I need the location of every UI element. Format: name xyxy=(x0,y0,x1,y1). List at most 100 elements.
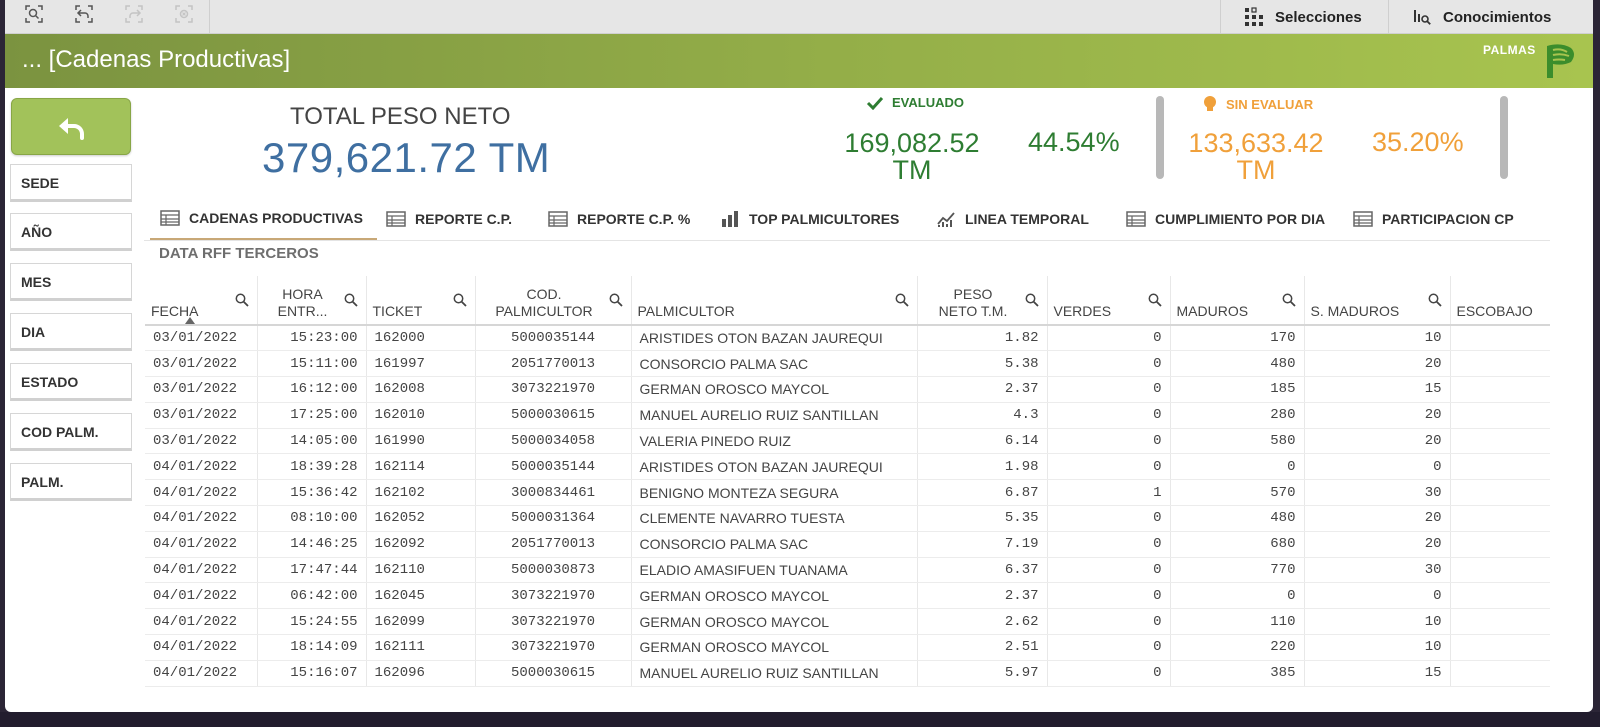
table-cell[interactable]: 03/01/2022 xyxy=(145,376,258,403)
column-header[interactable]: S. MADUROS xyxy=(1304,276,1451,326)
table-cell[interactable]: 480 xyxy=(1170,505,1305,532)
table-cell[interactable]: 5000030873 xyxy=(475,557,632,584)
table-cell[interactable]: 220 xyxy=(1170,634,1305,661)
tab-cadenas-productivas[interactable]: CADENAS PRODUCTIVAS xyxy=(150,197,377,240)
table-cell[interactable]: 03/01/2022 xyxy=(145,350,258,378)
table-cell[interactable]: 20 xyxy=(1304,350,1451,378)
table-cell[interactable]: 04/01/2022 xyxy=(145,505,258,532)
table-cell[interactable]: 185 xyxy=(1170,376,1305,403)
table-cell[interactable]: 04/01/2022 xyxy=(145,557,258,584)
tab-reporte-cp-pct[interactable]: REPORTE C.P. % xyxy=(548,197,690,240)
table-cell[interactable]: 04/01/2022 xyxy=(145,660,258,687)
table-cell[interactable]: 3073221970 xyxy=(475,608,632,636)
table-cell[interactable]: 170 xyxy=(1170,325,1305,352)
table-cell[interactable]: 5.35 xyxy=(917,505,1048,532)
table-cell[interactable]: 162099 xyxy=(366,608,476,636)
table-cell[interactable]: 15 xyxy=(1304,376,1451,403)
table-cell[interactable] xyxy=(1450,453,1550,481)
table-cell[interactable]: 385 xyxy=(1170,660,1305,687)
table-cell[interactable]: 04/01/2022 xyxy=(145,582,258,610)
table-row[interactable]: 04/01/2022 06:42:00 162045 3073221970 GERMAN… xyxy=(145,582,1550,610)
table-cell[interactable]: 14:46:25 xyxy=(257,531,367,558)
table-cell[interactable]: ARISTIDES OTON BAZAN JAUREQUI xyxy=(631,453,918,481)
table-row[interactable]: 03/01/2022 16:12:00 162008 3073221970 GERMAN… xyxy=(145,376,1550,403)
table-row[interactable]: 04/01/2022 18:39:28 162114 5000035144 ARISTI… xyxy=(145,453,1550,481)
table-cell[interactable]: 1.98 xyxy=(917,453,1048,481)
table-cell[interactable]: 110 xyxy=(1170,608,1305,636)
table-cell[interactable]: GERMAN OROSCO MAYCOL xyxy=(631,608,918,636)
table-cell[interactable] xyxy=(1450,660,1550,687)
table-cell[interactable]: 15:11:00 xyxy=(257,350,367,378)
table-cell[interactable]: 0 xyxy=(1170,582,1305,610)
table-cell[interactable]: 20 xyxy=(1304,402,1451,429)
table-cell[interactable] xyxy=(1450,608,1550,636)
table-row[interactable]: 03/01/2022 14:05:00 161990 5000034058 VALERI… xyxy=(145,428,1550,455)
table-cell[interactable]: 680 xyxy=(1170,531,1305,558)
table-cell[interactable]: 04/01/2022 xyxy=(145,531,258,558)
column-search-icon[interactable] xyxy=(453,293,467,307)
table-cell[interactable]: 5.97 xyxy=(917,660,1048,687)
filter-estado[interactable]: ESTADO xyxy=(10,363,132,401)
table-row[interactable]: 04/01/2022 08:10:00 162052 5000031364 CLEMEN… xyxy=(145,505,1550,532)
filter-cod-palm[interactable]: COD PALM. xyxy=(10,413,132,451)
column-search-icon[interactable] xyxy=(1025,293,1039,307)
table-row[interactable]: 03/01/2022 17:25:00 162010 5000030615 MANUEL… xyxy=(145,402,1550,429)
table-cell[interactable]: 10 xyxy=(1304,608,1451,636)
table-row[interactable]: 04/01/2022 15:36:42 162102 3000834461 BENIGN… xyxy=(145,479,1550,507)
table-cell[interactable]: 162008 xyxy=(366,376,476,403)
table-cell[interactable]: 2.51 xyxy=(917,634,1048,661)
table-cell[interactable]: 1.82 xyxy=(917,325,1048,352)
table-cell[interactable]: 480 xyxy=(1170,350,1305,378)
table-cell[interactable]: 0 xyxy=(1047,325,1171,352)
insights-button[interactable]: Conocimientos xyxy=(1388,0,1593,34)
table-cell[interactable]: 18:14:09 xyxy=(257,634,367,661)
column-search-icon[interactable] xyxy=(895,293,909,307)
table-cell[interactable]: 0 xyxy=(1304,582,1451,610)
filter-dia[interactable]: DIA xyxy=(10,313,132,351)
table-cell[interactable] xyxy=(1450,428,1550,455)
table-cell[interactable]: 7.19 xyxy=(917,531,1048,558)
table-cell[interactable]: GERMAN OROSCO MAYCOL xyxy=(631,634,918,661)
table-cell[interactable]: 15:23:00 xyxy=(257,325,367,352)
table-cell[interactable]: 6.37 xyxy=(917,557,1048,584)
table-cell[interactable]: GERMAN OROSCO MAYCOL xyxy=(631,376,918,403)
table-cell[interactable] xyxy=(1450,505,1550,532)
table-cell[interactable]: 4.3 xyxy=(917,402,1048,429)
table-cell[interactable]: 1 xyxy=(1047,479,1171,507)
tab-participacion-cp[interactable]: PARTICIPACION CP xyxy=(1353,197,1514,240)
table-cell[interactable]: 2051770013 xyxy=(475,350,632,378)
table-row[interactable]: 04/01/2022 15:16:07 162096 5000030615 MANUEL… xyxy=(145,660,1550,687)
table-cell[interactable]: 0 xyxy=(1047,557,1171,584)
table-row[interactable]: 04/01/2022 17:47:44 162110 5000030873 ELADIO… xyxy=(145,557,1550,584)
table-cell[interactable]: 30 xyxy=(1304,557,1451,584)
table-cell[interactable]: 15 xyxy=(1304,660,1451,687)
table-cell[interactable]: 10 xyxy=(1304,634,1451,661)
table-cell[interactable]: 162114 xyxy=(366,453,476,481)
table-cell[interactable]: 0 xyxy=(1047,350,1171,378)
column-header[interactable]: ESCOBAJO xyxy=(1450,276,1550,326)
tab-linea-temporal[interactable]: LINEA TEMPORAL xyxy=(936,197,1089,240)
column-header[interactable]: PALMICULTOR xyxy=(631,276,918,326)
filter-palm[interactable]: PALM. xyxy=(10,463,132,501)
selections-button[interactable]: Selecciones xyxy=(1220,0,1383,34)
table-row[interactable]: 04/01/2022 15:24:55 162099 3073221970 GERMAN… xyxy=(145,608,1550,636)
filter-sede[interactable]: SEDE xyxy=(10,164,132,202)
table-cell[interactable]: 0 xyxy=(1047,582,1171,610)
table-cell[interactable]: CONSORCIO PALMA SAC xyxy=(631,350,918,378)
table-cell[interactable] xyxy=(1450,582,1550,610)
table-cell[interactable]: 04/01/2022 xyxy=(145,453,258,481)
table-cell[interactable] xyxy=(1450,325,1550,352)
table-cell[interactable]: 0 xyxy=(1047,402,1171,429)
table-cell[interactable]: BENIGNO MONTEZA SEGURA xyxy=(631,479,918,507)
table-cell[interactable]: 162052 xyxy=(366,505,476,532)
table-cell[interactable]: 2.37 xyxy=(917,376,1048,403)
table-cell[interactable]: 0 xyxy=(1047,453,1171,481)
table-row[interactable]: 03/01/2022 15:23:00 162000 5000035144 ARISTI… xyxy=(145,325,1550,352)
table-cell[interactable]: 162111 xyxy=(366,634,476,661)
clear-selections-icon[interactable] xyxy=(174,4,194,24)
table-cell[interactable] xyxy=(1450,402,1550,429)
table-cell[interactable]: 17:47:44 xyxy=(257,557,367,584)
table-cell[interactable]: 770 xyxy=(1170,557,1305,584)
table-cell[interactable]: 10 xyxy=(1304,325,1451,352)
table-cell[interactable]: 580 xyxy=(1170,428,1305,455)
